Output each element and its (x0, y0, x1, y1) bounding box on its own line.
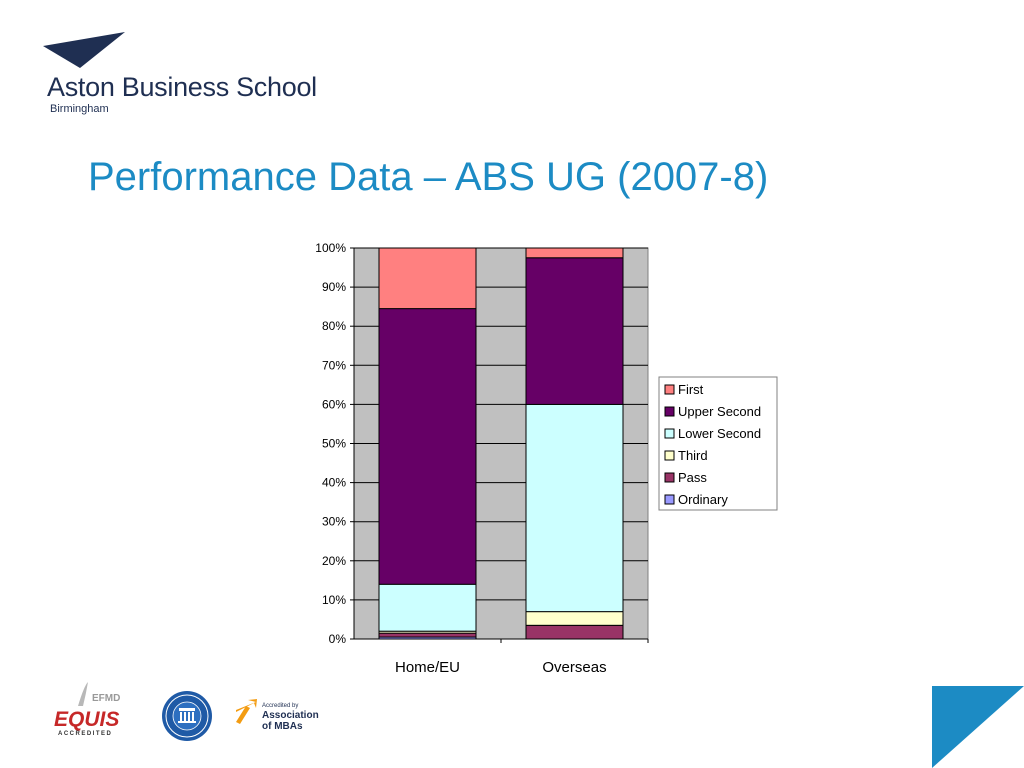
amba-arrow-icon (236, 699, 257, 712)
equis-swoosh-icon (78, 682, 88, 706)
stacked-bar-chart: 0% 10% 20% 30% 40% 50% 60% 70% 80% 90% 100% Home/EU… (315, 241, 778, 676)
y-tick-label: 70% (322, 358, 346, 372)
slide-title: Performance Data – ABS UG (2007-8) (88, 155, 769, 199)
y-tick-label: 60% (322, 397, 346, 411)
bar-lower-second-home-eu (378, 583, 477, 632)
x-tick-label: Home/EU (395, 659, 460, 676)
equis-main: EQUIS (54, 708, 119, 731)
equis-sub: ACCREDITED (58, 731, 112, 737)
accreditation-logos: EFMD EQUIS ACCREDITED Accredited by Asso… (50, 678, 330, 748)
legend-swatch (664, 450, 675, 461)
bar-pass-overseas (525, 624, 624, 640)
logo-mark-icon (43, 32, 125, 68)
y-tick-label: 90% (322, 280, 346, 294)
amba-line3: of MBAs (262, 721, 303, 732)
bar-lower-second-overseas (525, 403, 624, 613)
x-tick-label: Overseas (542, 659, 606, 676)
aston-logo: Aston Business School Birmingham (40, 30, 340, 120)
amba-line2: Association (262, 710, 319, 721)
legend-label: Pass (678, 470, 707, 485)
y-tick-label: 10% (322, 593, 346, 607)
legend-swatch (664, 428, 675, 439)
y-tick-label: 50% (322, 437, 346, 451)
legend-label: Third (678, 448, 708, 463)
legend-label: Upper Second (678, 404, 761, 419)
bar-first-overseas (525, 247, 624, 259)
legend-swatch (664, 494, 675, 505)
bar-upper-second-home-eu (378, 308, 477, 585)
amba-line1: Accredited by (262, 703, 298, 709)
equis-top: EFMD (92, 693, 120, 704)
legend-swatch (664, 384, 675, 395)
seal-icon (162, 691, 212, 741)
y-tick-label: 20% (322, 554, 346, 568)
y-tick-label: 80% (322, 319, 346, 333)
legend-swatch (664, 472, 675, 483)
legend-label: Lower Second (678, 426, 761, 441)
equis-logo: EFMD EQUIS ACCREDITED (54, 682, 120, 737)
legend-box (658, 376, 778, 511)
legend-label: First (678, 382, 704, 397)
bar-upper-second-overseas (525, 257, 624, 405)
legend-swatch (664, 406, 675, 417)
logo-city: Birmingham (50, 103, 109, 115)
y-tick-label: 100% (315, 241, 346, 255)
y-tick-label: 0% (329, 632, 347, 646)
bar-pass-home-eu (378, 632, 477, 638)
legend-label: Ordinary (678, 492, 728, 507)
bar-third-overseas (525, 611, 624, 626)
logo-name: Aston Business School (47, 72, 317, 102)
bar-first-home-eu (378, 247, 477, 310)
amba-logo: Accredited by Association of MBAs (236, 699, 319, 732)
y-tick-label: 30% (322, 515, 346, 529)
corner-triangle-icon (932, 686, 1024, 768)
y-tick-label: 40% (322, 476, 346, 490)
